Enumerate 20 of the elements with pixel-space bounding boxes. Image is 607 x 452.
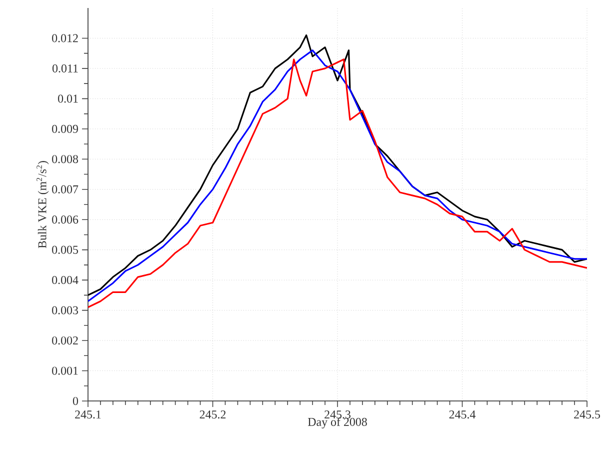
y-tick-label: 0	[72, 396, 78, 406]
y-tick-label: 0.007	[52, 185, 78, 194]
x-tick-label: 245.3	[324, 410, 350, 419]
y-tick-label: 0.001	[52, 366, 78, 375]
x-tick-label: 245.2	[200, 410, 226, 419]
y-tick-label: 0.004	[52, 276, 78, 284]
y-tick-label: 0.006	[52, 216, 78, 224]
x-tick-label: 245.5	[574, 410, 600, 419]
y-tick-label: 0.011	[52, 64, 78, 73]
y-tick-label: 0.01	[58, 94, 78, 103]
y-tick-label: 0.002	[52, 336, 78, 345]
x-axis-title: Day of 2008	[308, 417, 367, 428]
y-tick-label: 0.012	[52, 34, 78, 42]
x-tick-label: 245.1	[75, 410, 101, 419]
y-tick-label: 0.003	[52, 306, 78, 314]
x-tick-label: 245.4	[449, 410, 476, 419]
y-axis-title: Bulk VKE (m$^{2}$/s$^{2}$)	[36, 161, 49, 248]
y-tick-label: 0.008	[52, 155, 78, 164]
y-tick-label: 0.009	[52, 124, 78, 133]
y-tick-label: 0.005	[52, 246, 78, 254]
